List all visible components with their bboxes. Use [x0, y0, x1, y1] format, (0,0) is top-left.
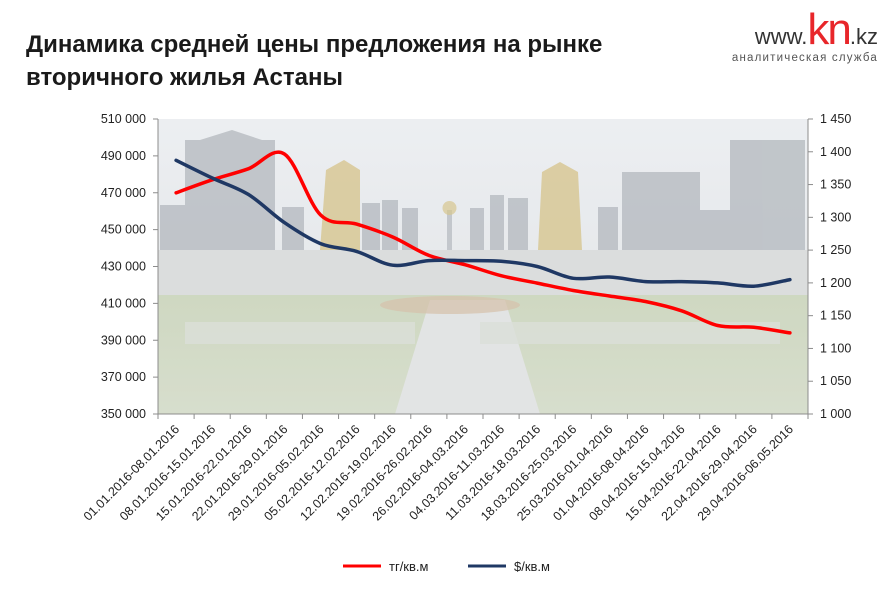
series-line-dollar	[174, 158, 792, 288]
logo-kn: kn	[807, 5, 852, 54]
legend-label-tenge: тг/кв.м	[389, 559, 429, 574]
left-tick-label: 510 000	[101, 112, 146, 126]
right-tick-label: 1 200	[820, 276, 851, 290]
legend: тг/кв.м $/кв.м	[343, 559, 550, 574]
left-axis-ticks: 350 000 370 000 390 000 410 000 430 000 450 0…	[101, 112, 158, 421]
right-tick-label: 1 350	[820, 178, 851, 192]
right-tick-label: 1 450	[820, 112, 851, 126]
right-tick-label: 1 300	[820, 210, 851, 224]
left-tick-label: 470 000	[101, 186, 146, 200]
x-axis-ticks: 01.01.2016-08.01.201608.01.2016-15.01.20…	[81, 414, 809, 524]
right-tick-label: 1 050	[820, 374, 851, 388]
right-tick-label: 1 250	[820, 243, 851, 257]
left-tick-label: 390 000	[101, 333, 146, 347]
right-tick-label: 1 400	[820, 145, 851, 159]
series-line-tenge	[174, 150, 792, 335]
logo-kz: .kz	[849, 24, 878, 49]
left-tick-label: 370 000	[101, 370, 146, 384]
right-tick-label: 1 000	[820, 407, 851, 421]
kn-logo[interactable]: www.kn.kz аналитическая служба	[712, 8, 882, 65]
left-tick-label: 490 000	[101, 149, 146, 163]
left-tick-label: 430 000	[101, 260, 146, 274]
series-layer	[174, 150, 792, 335]
left-tick-label: 450 000	[101, 223, 146, 237]
left-tick-label: 350 000	[101, 407, 146, 421]
logo-subtitle: аналитическая служба	[731, 52, 878, 64]
legend-label-dollar: $/кв.м	[514, 559, 550, 574]
left-tick-label: 410 000	[101, 296, 146, 310]
right-axis-ticks: 1 000 1 050 1 100 1 150 1 200 1 250 1 300 1 350…	[808, 112, 851, 421]
city-background-photo	[158, 119, 808, 414]
logo-wordmark: www.kn.kz	[755, 8, 878, 52]
logo-www: www.	[754, 24, 808, 49]
right-tick-label: 1 100	[820, 341, 851, 355]
right-tick-label: 1 150	[820, 309, 851, 323]
chart-title: Динамика средней цены предложения на рын…	[26, 31, 603, 91]
